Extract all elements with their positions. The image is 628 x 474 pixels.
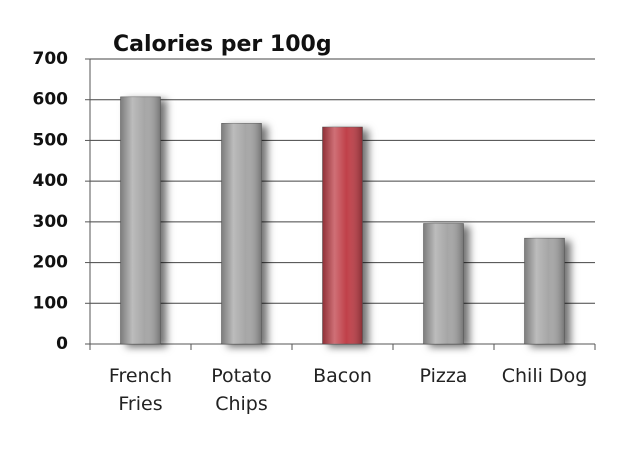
y-tick-label: 100 bbox=[33, 293, 69, 313]
y-tick-label: 500 bbox=[33, 130, 69, 150]
y-tick-label: 0 bbox=[56, 334, 68, 354]
x-tick-label: French Fries bbox=[108, 365, 173, 415]
bar-gloss bbox=[524, 238, 565, 344]
x-tick-label: Pizza bbox=[419, 365, 468, 387]
x-tick-label: Chili Dog bbox=[501, 365, 588, 387]
y-tick-label: 300 bbox=[33, 212, 69, 232]
bar-gloss bbox=[120, 96, 161, 344]
y-tick-label: 200 bbox=[33, 253, 69, 273]
y-tick-label: 400 bbox=[33, 171, 69, 191]
bar-gloss bbox=[423, 223, 464, 344]
bar-gloss bbox=[221, 123, 262, 344]
y-tick-label: 700 bbox=[33, 49, 69, 69]
y-tick-label: 600 bbox=[33, 90, 69, 110]
x-tick-label: Potato Chips bbox=[211, 365, 272, 415]
chart-title: Calories per 100g bbox=[113, 32, 332, 57]
x-tick-label: Bacon bbox=[313, 365, 372, 387]
bar-gloss bbox=[322, 126, 363, 344]
